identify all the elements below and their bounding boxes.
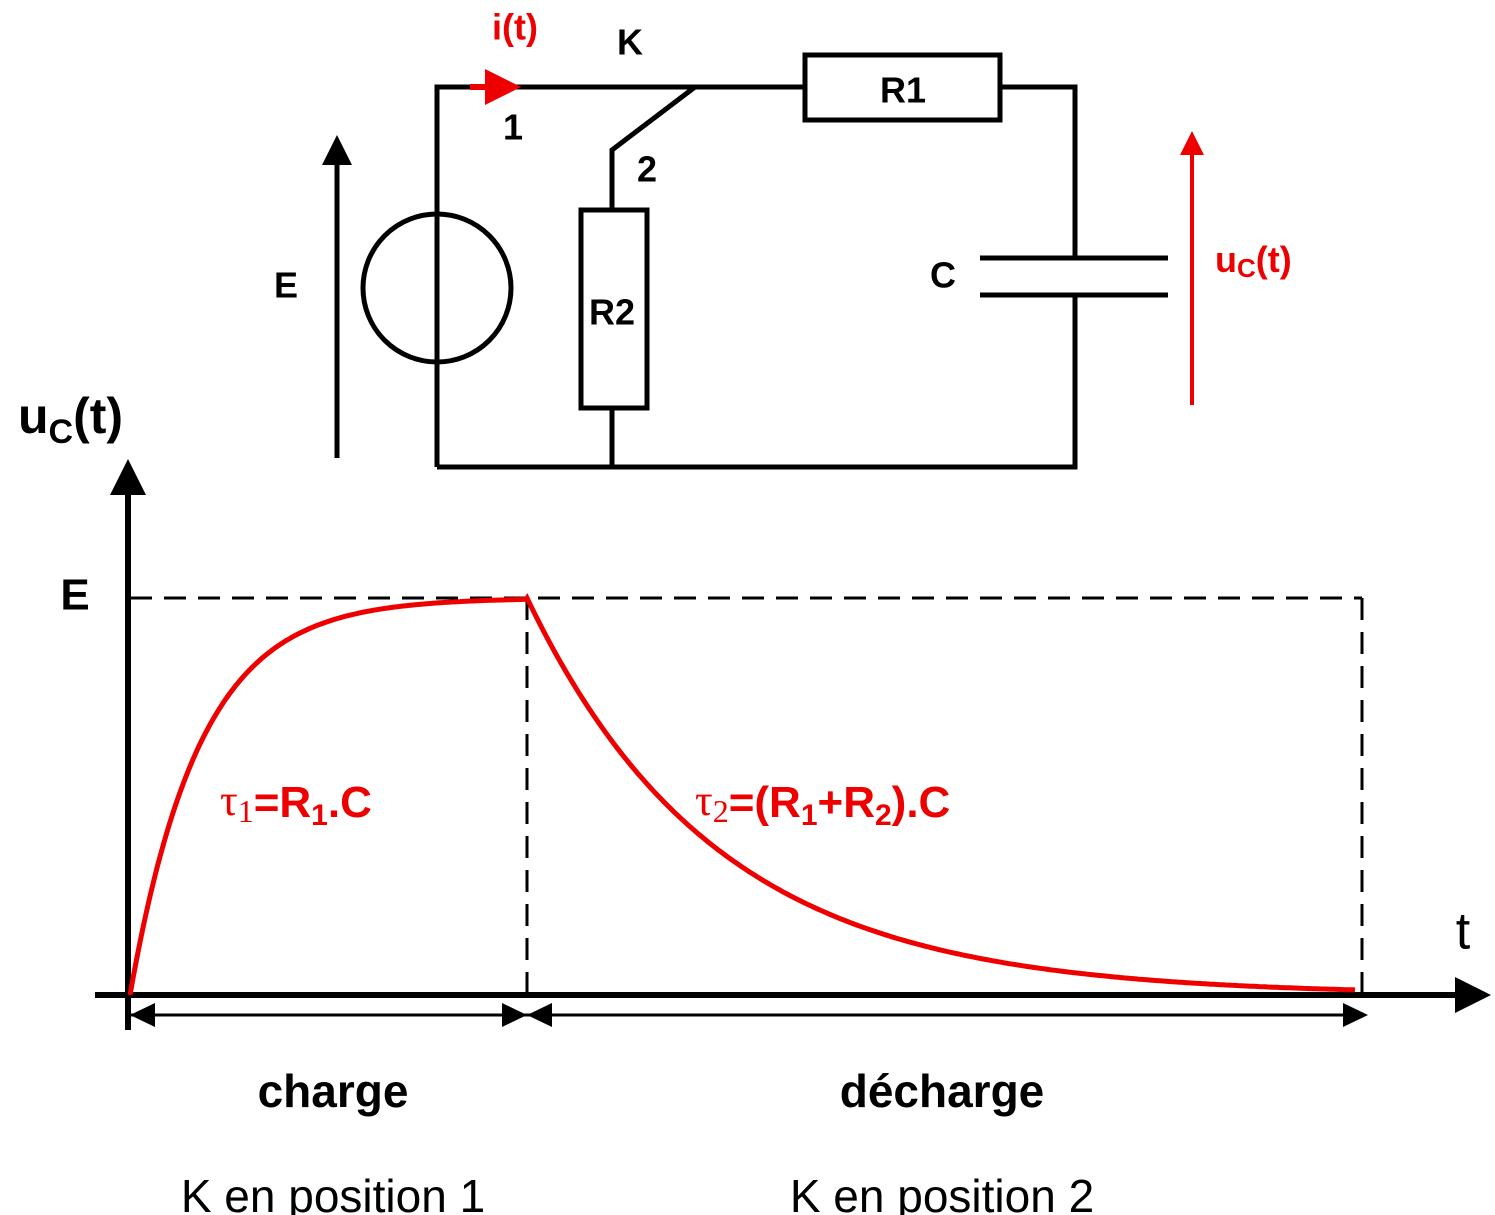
y-level-label: E bbox=[60, 571, 89, 620]
position-label: 1 bbox=[503, 107, 523, 148]
source-label: E bbox=[274, 265, 298, 306]
position-label: 2 bbox=[637, 149, 657, 190]
resistor-label: R2 bbox=[589, 292, 635, 333]
switch-label: K bbox=[617, 22, 643, 63]
resistor-label: R1 bbox=[880, 70, 926, 111]
tau2-formula: τ2=(R1+R2).C bbox=[695, 776, 950, 832]
voltage-curve bbox=[127, 593, 1356, 996]
circuit-wires bbox=[322, 52, 1204, 470]
phase-name: charge bbox=[258, 1065, 409, 1117]
voltage-label: uC(t) bbox=[1215, 239, 1292, 283]
switch-position: K en position 2 bbox=[790, 1170, 1094, 1215]
tau1-formula: τ1=R1.C bbox=[220, 776, 372, 832]
capacitor-label: C bbox=[930, 255, 956, 296]
x-axis-label: t bbox=[1456, 903, 1471, 961]
current-label: i(t) bbox=[492, 7, 538, 48]
switch-position: K en position 1 bbox=[181, 1170, 485, 1215]
phase-name: décharge bbox=[840, 1065, 1045, 1117]
graph-axes bbox=[95, 459, 1491, 1030]
y-axis-label: uC(t) bbox=[18, 388, 123, 451]
